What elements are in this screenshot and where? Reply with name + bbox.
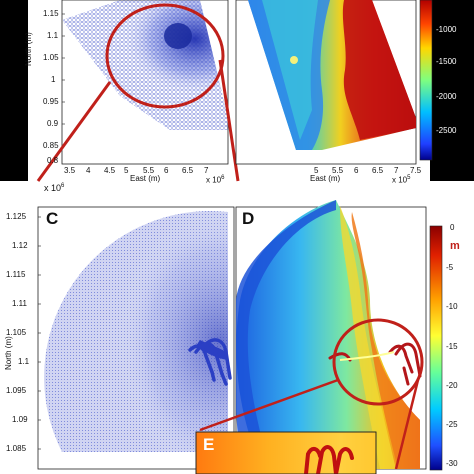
panel-d-colorbar-tick: -15 [446, 342, 458, 351]
panel-c-y-tick: 1.125 [6, 212, 27, 221]
panel-a-x-tick: 3.5 [64, 166, 76, 175]
panel-b-x-tick: 5 [314, 166, 319, 175]
panel-b-colorbar-tick: -2000 [436, 92, 457, 101]
panel-c-y-tick: 1.1 [18, 357, 30, 366]
panel-a-y-tick: 0.9 [47, 119, 59, 128]
panel-a-x-tick: 5 [124, 166, 129, 175]
panel-a-x-tick: 5.5 [143, 166, 155, 175]
panel-d-label: D [242, 209, 255, 228]
panel-c-y-title: North (m) [4, 336, 13, 370]
panel-c-label: C [46, 209, 59, 228]
panel-a-y-tick: 0.85 [43, 141, 59, 150]
panel-d-colorbar-tick: -5 [446, 263, 454, 272]
panel-c-y-tick: 1.12 [12, 241, 28, 250]
panel-a-y-tick: 1.1 [47, 31, 59, 40]
panel-c-y-tick: 1.085 [6, 444, 27, 453]
panel-a-y-tick: 1 [51, 75, 56, 84]
panel-a-x-title: East (m) [130, 174, 161, 183]
panel-a-y-tick: 0.95 [43, 97, 59, 106]
panel-a-y-tick: 1.15 [43, 9, 59, 18]
panel-b-x-tick: 5.5 [332, 166, 344, 175]
panel-a-x-tick: 6.5 [182, 166, 194, 175]
panel-d-colorbar-tick: -10 [446, 302, 458, 311]
panel-e-label: E [203, 435, 215, 454]
panel-d-colorbar-tick: 0 [450, 223, 455, 232]
panel-b-colorbar-tick: -2500 [436, 126, 457, 135]
panel-a-x-tick: 4 [86, 166, 91, 175]
panel-a-x-tick: 4.5 [104, 166, 116, 175]
panel-d-colorbar-tick: -30 [446, 459, 458, 468]
panel-d-colorbar-unit: m [450, 240, 460, 252]
panel-a-y-tick: 1.05 [43, 53, 59, 62]
panel-c-y-tick: 1.095 [6, 386, 27, 395]
panel-b-colorbar-tick: -1500 [436, 57, 457, 66]
panel-b-x-title: East (m) [310, 174, 341, 183]
panel-d-colorbar-tick: -20 [446, 381, 458, 390]
panel-c-y-tick: 1.115 [6, 270, 26, 279]
panel-a-y-title: North (m) [24, 32, 33, 66]
panel-c-y-tick: 1.09 [12, 415, 28, 424]
panel-a-x-exponent: x 106 [206, 175, 225, 185]
panel-b-x-tick: 7 [394, 166, 399, 175]
panel-c-y-tick: 1.11 [12, 299, 27, 308]
panel-c-y-tick: 1.105 [6, 328, 27, 337]
panel-b-colorbar-tick: -1000 [436, 25, 457, 34]
panel-b-x-tick: 6.5 [372, 166, 384, 175]
panel-a-y-exponent: x 106 [44, 183, 65, 193]
panel-a-y-tick: 0.8 [47, 156, 59, 165]
panel-a-x-tick: 6 [164, 166, 169, 175]
panel-d-colorbar-tick: -25 [446, 420, 458, 429]
panel-b-x-tick: 6 [354, 166, 359, 175]
panel-b-x-tick: 7.5 [410, 166, 422, 175]
panel-a-x-tick: 7 [204, 166, 209, 175]
panel-b-x-exponent: x 105 [392, 175, 411, 185]
